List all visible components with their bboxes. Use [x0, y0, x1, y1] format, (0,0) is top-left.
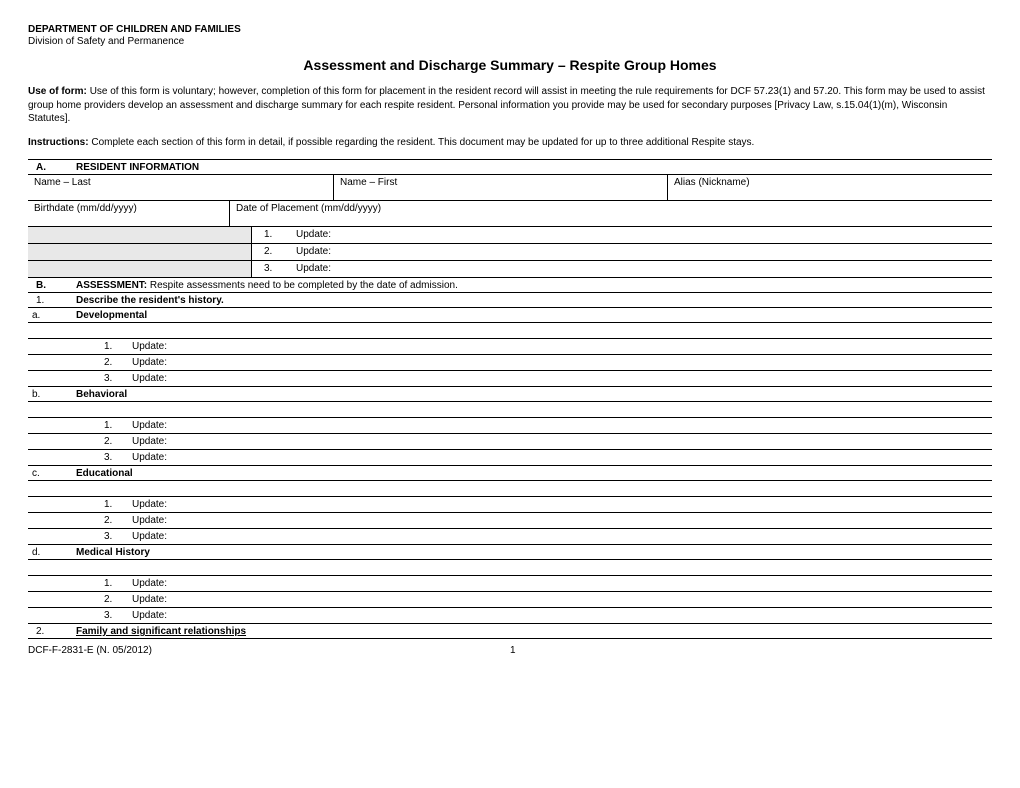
update-label[interactable]: Update:: [132, 418, 992, 433]
sub-c-header: c. Educational: [28, 465, 992, 480]
sub-b-updates: 1.Update: 2.Update: 3.Update:: [28, 417, 992, 465]
blank-line[interactable]: [28, 559, 992, 575]
instructions-text: Complete each section of this form in de…: [91, 137, 754, 148]
blank-line[interactable]: [28, 322, 992, 338]
section-b-item2: 2. Family and significant relationships: [28, 623, 992, 639]
department-header: DEPARTMENT OF CHILDREN AND FAMILIES: [28, 24, 992, 35]
shade-cell-2: [28, 244, 252, 260]
update-num: 3.: [88, 608, 132, 623]
item2-num: 2.: [28, 626, 76, 637]
update-num: 2.: [88, 434, 132, 449]
name-row: Name – Last Name – First Alias (Nickname…: [28, 174, 992, 200]
sub-c-letter: c.: [28, 468, 76, 479]
update-num: 1.: [88, 339, 132, 354]
update-label[interactable]: Update:: [132, 576, 992, 591]
update-label[interactable]: Update:: [132, 434, 992, 449]
section-a-title: RESIDENT INFORMATION: [76, 162, 992, 173]
blank-line[interactable]: [28, 401, 992, 417]
update-label[interactable]: Update:: [132, 371, 992, 386]
shade-cell-3: [28, 261, 252, 277]
sub-b-label: Behavioral: [76, 389, 992, 400]
section-b-title-bold: ASSESSMENT:: [76, 280, 147, 291]
sub-b-header: b. Behavioral: [28, 386, 992, 401]
update-num: 1.: [252, 227, 296, 241]
update-num: 2.: [252, 244, 296, 258]
page-number: 1: [510, 645, 606, 656]
update-num: 1.: [88, 418, 132, 433]
division-header: Division of Safety and Permanence: [28, 36, 992, 47]
item1-label: Describe the resident's history.: [76, 295, 992, 306]
name-last-cell[interactable]: Name – Last: [28, 175, 334, 200]
update-label[interactable]: Update:: [132, 608, 992, 623]
sub-c-updates: 1.Update: 2.Update: 3.Update:: [28, 496, 992, 544]
form-id: DCF-F-2831-E (N. 05/2012): [28, 645, 510, 656]
sub-a-label: Developmental: [76, 310, 992, 321]
section-b-header: B. ASSESSMENT: Respite assessments need …: [28, 277, 992, 292]
sub-d-updates: 1.Update: 2.Update: 3.Update:: [28, 575, 992, 623]
name-first-cell[interactable]: Name – First: [334, 175, 668, 200]
update-num: 3.: [88, 529, 132, 544]
update-label[interactable]: Update:: [132, 355, 992, 370]
birthdate-cell[interactable]: Birthdate (mm/dd/yyyy): [28, 201, 230, 226]
dates-row: Birthdate (mm/dd/yyyy) Date of Placement…: [28, 200, 992, 226]
sub-a-header: a. Developmental: [28, 307, 992, 322]
sub-a-letter: a.: [28, 310, 76, 321]
alias-cell[interactable]: Alias (Nickname): [668, 175, 992, 200]
sub-b-letter: b.: [28, 389, 76, 400]
update-num: 1.: [88, 576, 132, 591]
instructions-label: Instructions:: [28, 137, 89, 148]
sub-d-label: Medical History: [76, 547, 992, 558]
use-of-form-label: Use of form:: [28, 86, 87, 97]
shade-cell-1: [28, 227, 252, 243]
update-num: 3.: [252, 261, 296, 275]
section-a-letter: A.: [28, 162, 76, 173]
blank-line[interactable]: [28, 480, 992, 496]
item1-num: 1.: [28, 295, 76, 306]
sub-c-label: Educational: [76, 468, 992, 479]
use-of-form-para: Use of form: Use of this form is volunta…: [28, 85, 992, 126]
update-label[interactable]: Update:: [132, 592, 992, 607]
use-of-form-text: Use of this form is voluntary; however, …: [28, 86, 985, 124]
page-title: Assessment and Discharge Summary – Respi…: [28, 57, 992, 73]
section-b-letter: B.: [28, 280, 76, 291]
update-label[interactable]: Update:: [296, 244, 992, 258]
update-num: 2.: [88, 355, 132, 370]
section-b-title-rest: Respite assessments need to be completed…: [147, 280, 458, 291]
update-label[interactable]: Update:: [132, 513, 992, 528]
sub-d-header: d. Medical History: [28, 544, 992, 559]
update-label[interactable]: Update:: [132, 497, 992, 512]
update-label[interactable]: Update:: [132, 450, 992, 465]
section-a-header: A. RESIDENT INFORMATION: [28, 159, 992, 174]
update-num: 2.: [88, 513, 132, 528]
item2-label: Family and significant relationships: [76, 626, 992, 637]
update-num: 3.: [88, 450, 132, 465]
update-num: 1.: [88, 497, 132, 512]
update-num: 2.: [88, 592, 132, 607]
section-a-updates: 1. Update: 2. Update: 3. Update:: [28, 226, 992, 277]
sub-a-updates: 1.Update: 2.Update: 3.Update:: [28, 338, 992, 386]
update-label[interactable]: Update:: [296, 227, 992, 241]
update-label[interactable]: Update:: [132, 339, 992, 354]
sub-d-letter: d.: [28, 547, 76, 558]
update-label[interactable]: Update:: [132, 529, 992, 544]
section-b-item1: 1. Describe the resident's history.: [28, 292, 992, 307]
instructions-para: Instructions: Complete each section of t…: [28, 136, 992, 150]
update-label[interactable]: Update:: [296, 261, 992, 275]
page-footer: DCF-F-2831-E (N. 05/2012) 1: [28, 645, 992, 656]
placement-date-cell[interactable]: Date of Placement (mm/dd/yyyy): [230, 201, 992, 226]
update-num: 3.: [88, 371, 132, 386]
